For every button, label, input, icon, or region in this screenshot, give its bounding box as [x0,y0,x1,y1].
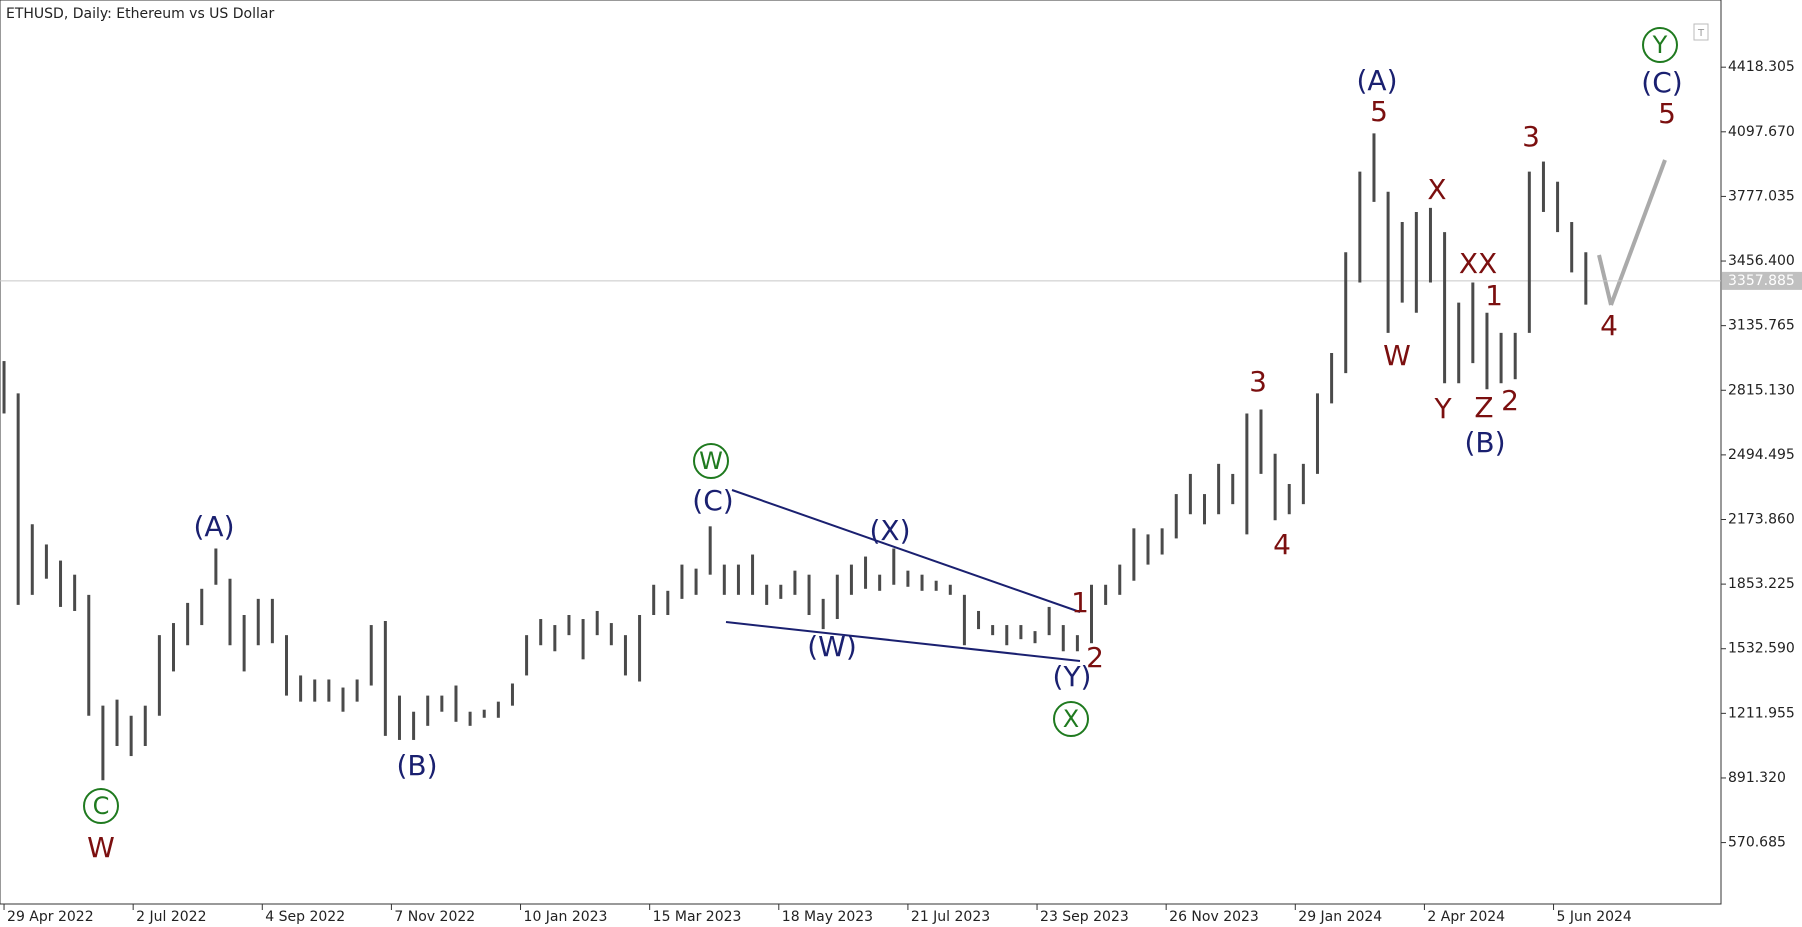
wave-label: X [1063,705,1079,733]
wave-label: 4 [1273,528,1291,561]
wave-label: 3 [1249,365,1267,398]
toolbar-icon: T [1697,28,1705,39]
x-tick-label: 7 Nov 2022 [394,909,475,925]
wave-label: 2 [1501,384,1519,417]
x-tick-label: 26 Nov 2023 [1169,909,1259,925]
x-tick-label: 29 Apr 2022 [7,909,94,925]
wave-label: XX [1459,247,1497,280]
wave-label: 1 [1485,279,1503,312]
wave-label: Y [1652,31,1668,59]
y-tick-label: 1211.955 [1728,705,1795,721]
y-tick-label: 2494.495 [1728,447,1795,463]
wave-label: Y [1433,392,1452,425]
wave-label: (W) [807,630,857,663]
wave-label: X [1427,173,1446,206]
y-tick-label: 4097.670 [1728,124,1795,140]
wave-label: W [699,447,723,475]
wave-label: 3 [1522,120,1540,153]
wave-label: C [93,792,110,820]
x-tick-label: 10 Jan 2023 [524,909,608,925]
wave-label: (C) [1641,66,1682,99]
x-tick-label: 21 Jul 2023 [911,909,990,925]
wave-label: (A) [193,510,234,543]
wave-label: W [1383,339,1411,372]
wave-label: (B) [1464,426,1505,459]
x-tick-label: 15 Mar 2023 [653,909,742,925]
wave-label: 1 [1071,586,1089,619]
wave-label: Z [1474,391,1493,424]
wave-circle [83,788,119,824]
y-tick-label: 2815.130 [1728,382,1795,398]
wave-label: 5 [1370,95,1388,128]
last-price-label: 3357.885 [1728,273,1795,289]
wave-circle [693,443,729,479]
chart-title: ETHUSD, Daily: Ethereum vs US Dollar [6,6,274,22]
y-tick-label: 1532.590 [1728,641,1795,657]
y-tick-label: 2173.860 [1728,511,1795,527]
wave-circle [1642,27,1678,63]
y-tick-label: 1853.225 [1728,576,1795,592]
wave-label: 2 [1086,641,1104,674]
plot-frame [0,0,1722,905]
trend-line-lower [725,621,1081,662]
x-tick-label: 5 Jun 2024 [1557,909,1632,925]
wave-label: (A) [1356,64,1397,97]
trend-line-upper [731,489,1081,613]
wave-label: (B) [396,749,437,782]
wave-label: 4 [1600,309,1618,342]
wave-label: (Y) [1053,660,1092,693]
x-tick-label: 23 Sep 2023 [1040,909,1129,925]
last-price-box [1722,271,1802,290]
projection-line [1597,254,1613,306]
y-tick-label: 3456.400 [1728,253,1795,269]
toolbar-button[interactable] [1693,23,1709,41]
x-tick-label: 29 Jan 2024 [1298,909,1382,925]
y-tick-label: 4418.305 [1728,59,1795,75]
y-tick-label: 891.320 [1728,770,1786,786]
x-tick-label: 18 May 2023 [782,909,873,925]
x-tick-label: 2 Apr 2024 [1427,909,1505,925]
y-tick-label: 3777.035 [1728,188,1795,204]
x-tick-label: 2 Jul 2022 [136,909,206,925]
wave-circle [1053,701,1089,737]
wave-label: 5 [1658,97,1676,130]
wave-label: (X) [869,514,910,547]
wave-label: W [87,831,115,864]
y-tick-label: 3135.765 [1728,318,1795,334]
x-tick-label: 4 Sep 2022 [265,909,345,925]
y-tick-label: 570.685 [1728,835,1786,851]
wave-label: (C) [692,484,733,517]
